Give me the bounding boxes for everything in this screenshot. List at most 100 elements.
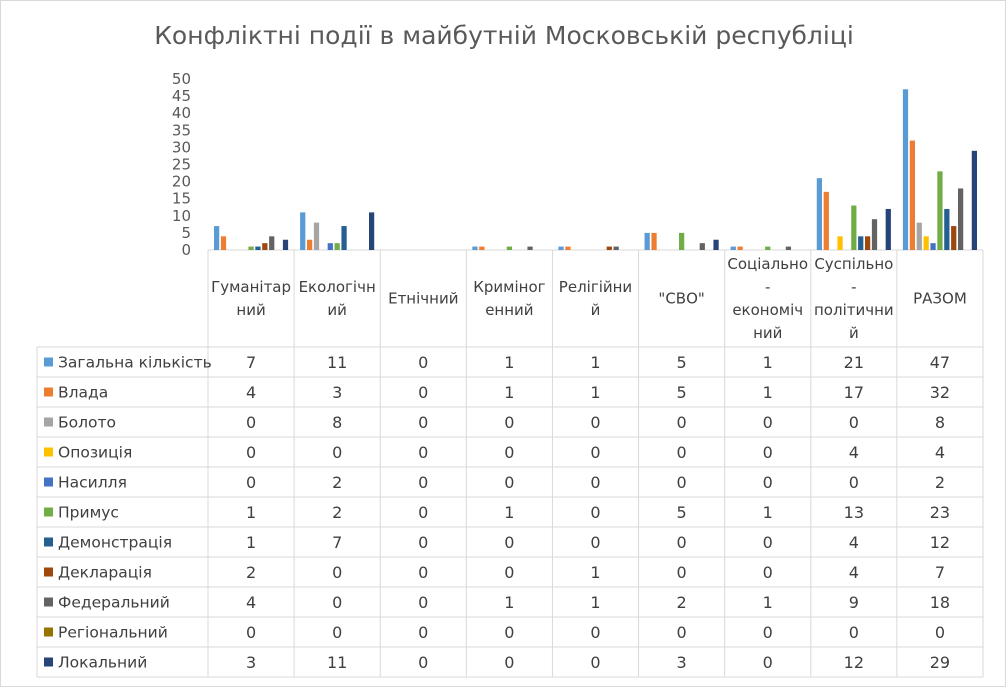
table-cell: 9 — [849, 593, 859, 612]
table-cell: 0 — [504, 563, 514, 582]
bar — [837, 236, 843, 250]
table-cell: 4 — [849, 563, 859, 582]
table-cell: 0 — [763, 533, 773, 552]
series-label: Декларація — [58, 564, 152, 582]
series-label: Федеральний — [58, 594, 170, 612]
legend-key — [44, 537, 53, 547]
bar — [644, 232, 650, 250]
category-label: й — [591, 301, 601, 319]
series-label: Болото — [58, 414, 116, 432]
table-cell: 4 — [935, 443, 945, 462]
bar — [327, 243, 333, 250]
series-label: Влада — [58, 384, 108, 402]
category-label: ий — [327, 301, 347, 319]
bar — [730, 246, 736, 250]
table-cell: 0 — [418, 383, 428, 402]
table-cell: 0 — [418, 353, 428, 372]
bar — [916, 222, 922, 250]
table-cell: 11 — [327, 353, 347, 372]
table-cell: 7 — [332, 533, 342, 552]
table-cell: 0 — [418, 623, 428, 642]
table-cell: 32 — [930, 383, 950, 402]
table-cell: 0 — [849, 413, 859, 432]
table-cell: 5 — [677, 353, 687, 372]
table-cell: 0 — [590, 503, 600, 522]
table-cell: 23 — [930, 503, 950, 522]
bar — [565, 246, 571, 250]
legend-key — [44, 357, 53, 367]
table-cell: 0 — [246, 623, 256, 642]
table-cell: 1 — [590, 563, 600, 582]
y-tick-label: 30 — [172, 138, 191, 156]
table-cell: 0 — [504, 653, 514, 672]
table-cell: 12 — [930, 533, 950, 552]
table-cell: 0 — [849, 473, 859, 492]
y-tick-label: 40 — [172, 104, 191, 122]
table-cell: 7 — [935, 563, 945, 582]
series-label: Загальна кількість — [58, 354, 212, 372]
table-cell: 3 — [677, 653, 687, 672]
y-tick-label: 25 — [172, 156, 191, 174]
bar — [306, 239, 313, 250]
legend-key — [44, 477, 53, 487]
table-cell: 0 — [246, 443, 256, 462]
bar — [823, 191, 829, 250]
table-cell: 0 — [677, 443, 687, 462]
table-cell: 1 — [590, 383, 600, 402]
table-cell: 0 — [590, 473, 600, 492]
legend-key — [44, 627, 53, 637]
bar — [255, 246, 261, 250]
table-cell: 0 — [763, 653, 773, 672]
bar — [678, 232, 685, 250]
y-tick-label: 5 — [181, 224, 191, 242]
table-cell: 0 — [763, 443, 773, 462]
data-table-lines — [36, 249, 984, 678]
category-label: Релігійни — [559, 278, 632, 296]
table-cell: 0 — [418, 533, 428, 552]
bar — [737, 246, 743, 250]
table-cell: 4 — [246, 383, 256, 402]
bar — [713, 239, 719, 250]
table-cell: 1 — [763, 593, 773, 612]
category-label: енний — [485, 301, 533, 319]
legend-key — [44, 597, 53, 607]
table-cell: 29 — [930, 653, 950, 672]
bar — [313, 222, 320, 250]
table-cell: 0 — [504, 623, 514, 642]
table-cell: 0 — [418, 443, 428, 462]
table-cell: 0 — [849, 623, 859, 642]
bars — [213, 89, 978, 250]
bar — [213, 226, 220, 250]
bar — [300, 212, 306, 250]
y-tick-label: 35 — [172, 121, 191, 139]
series-label: Примус — [58, 504, 119, 522]
category-label: Суспільно — [814, 255, 893, 273]
bar — [816, 178, 823, 250]
table-cell: 0 — [504, 533, 514, 552]
bar — [909, 140, 916, 250]
category-label: й — [849, 324, 859, 342]
table-cell: 12 — [844, 653, 864, 672]
table-cell: 0 — [332, 593, 342, 612]
bar — [269, 236, 275, 250]
table-cell: 0 — [418, 473, 428, 492]
bar — [248, 246, 254, 250]
table-cell: 11 — [327, 653, 347, 672]
table-cell: 5 — [677, 383, 687, 402]
table-cell: 0 — [677, 413, 687, 432]
table-cell: 0 — [763, 623, 773, 642]
y-tick-label: 50 — [172, 70, 191, 88]
bar — [651, 232, 657, 250]
table-cell: 21 — [844, 353, 864, 372]
bar — [971, 150, 978, 250]
table-cell: 3 — [332, 383, 342, 402]
bar — [858, 236, 864, 250]
category-label: Гуманітар — [211, 278, 291, 296]
table-cell: 5 — [677, 503, 687, 522]
table-cell: 1 — [504, 383, 514, 402]
bar — [930, 243, 936, 250]
series-label: Локальний — [58, 654, 147, 672]
bar — [479, 246, 485, 250]
